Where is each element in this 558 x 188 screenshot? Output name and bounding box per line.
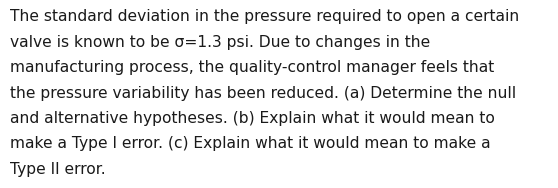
Text: manufacturing process, the quality-control manager feels that: manufacturing process, the quality-contr… (10, 60, 494, 75)
Text: valve is known to be σ=1.3 psi. Due to changes in the: valve is known to be σ=1.3 psi. Due to c… (10, 35, 430, 50)
Text: The standard deviation in the pressure required to open a certain: The standard deviation in the pressure r… (10, 9, 519, 24)
Text: and alternative hypotheses. (b) Explain what it would mean to: and alternative hypotheses. (b) Explain … (10, 111, 495, 126)
Text: make a Type I error. (c) Explain what it would mean to make a: make a Type I error. (c) Explain what it… (10, 136, 490, 151)
Text: Type II error.: Type II error. (10, 162, 105, 177)
Text: the pressure variability has been reduced. (a) Determine the null: the pressure variability has been reduce… (10, 86, 516, 101)
